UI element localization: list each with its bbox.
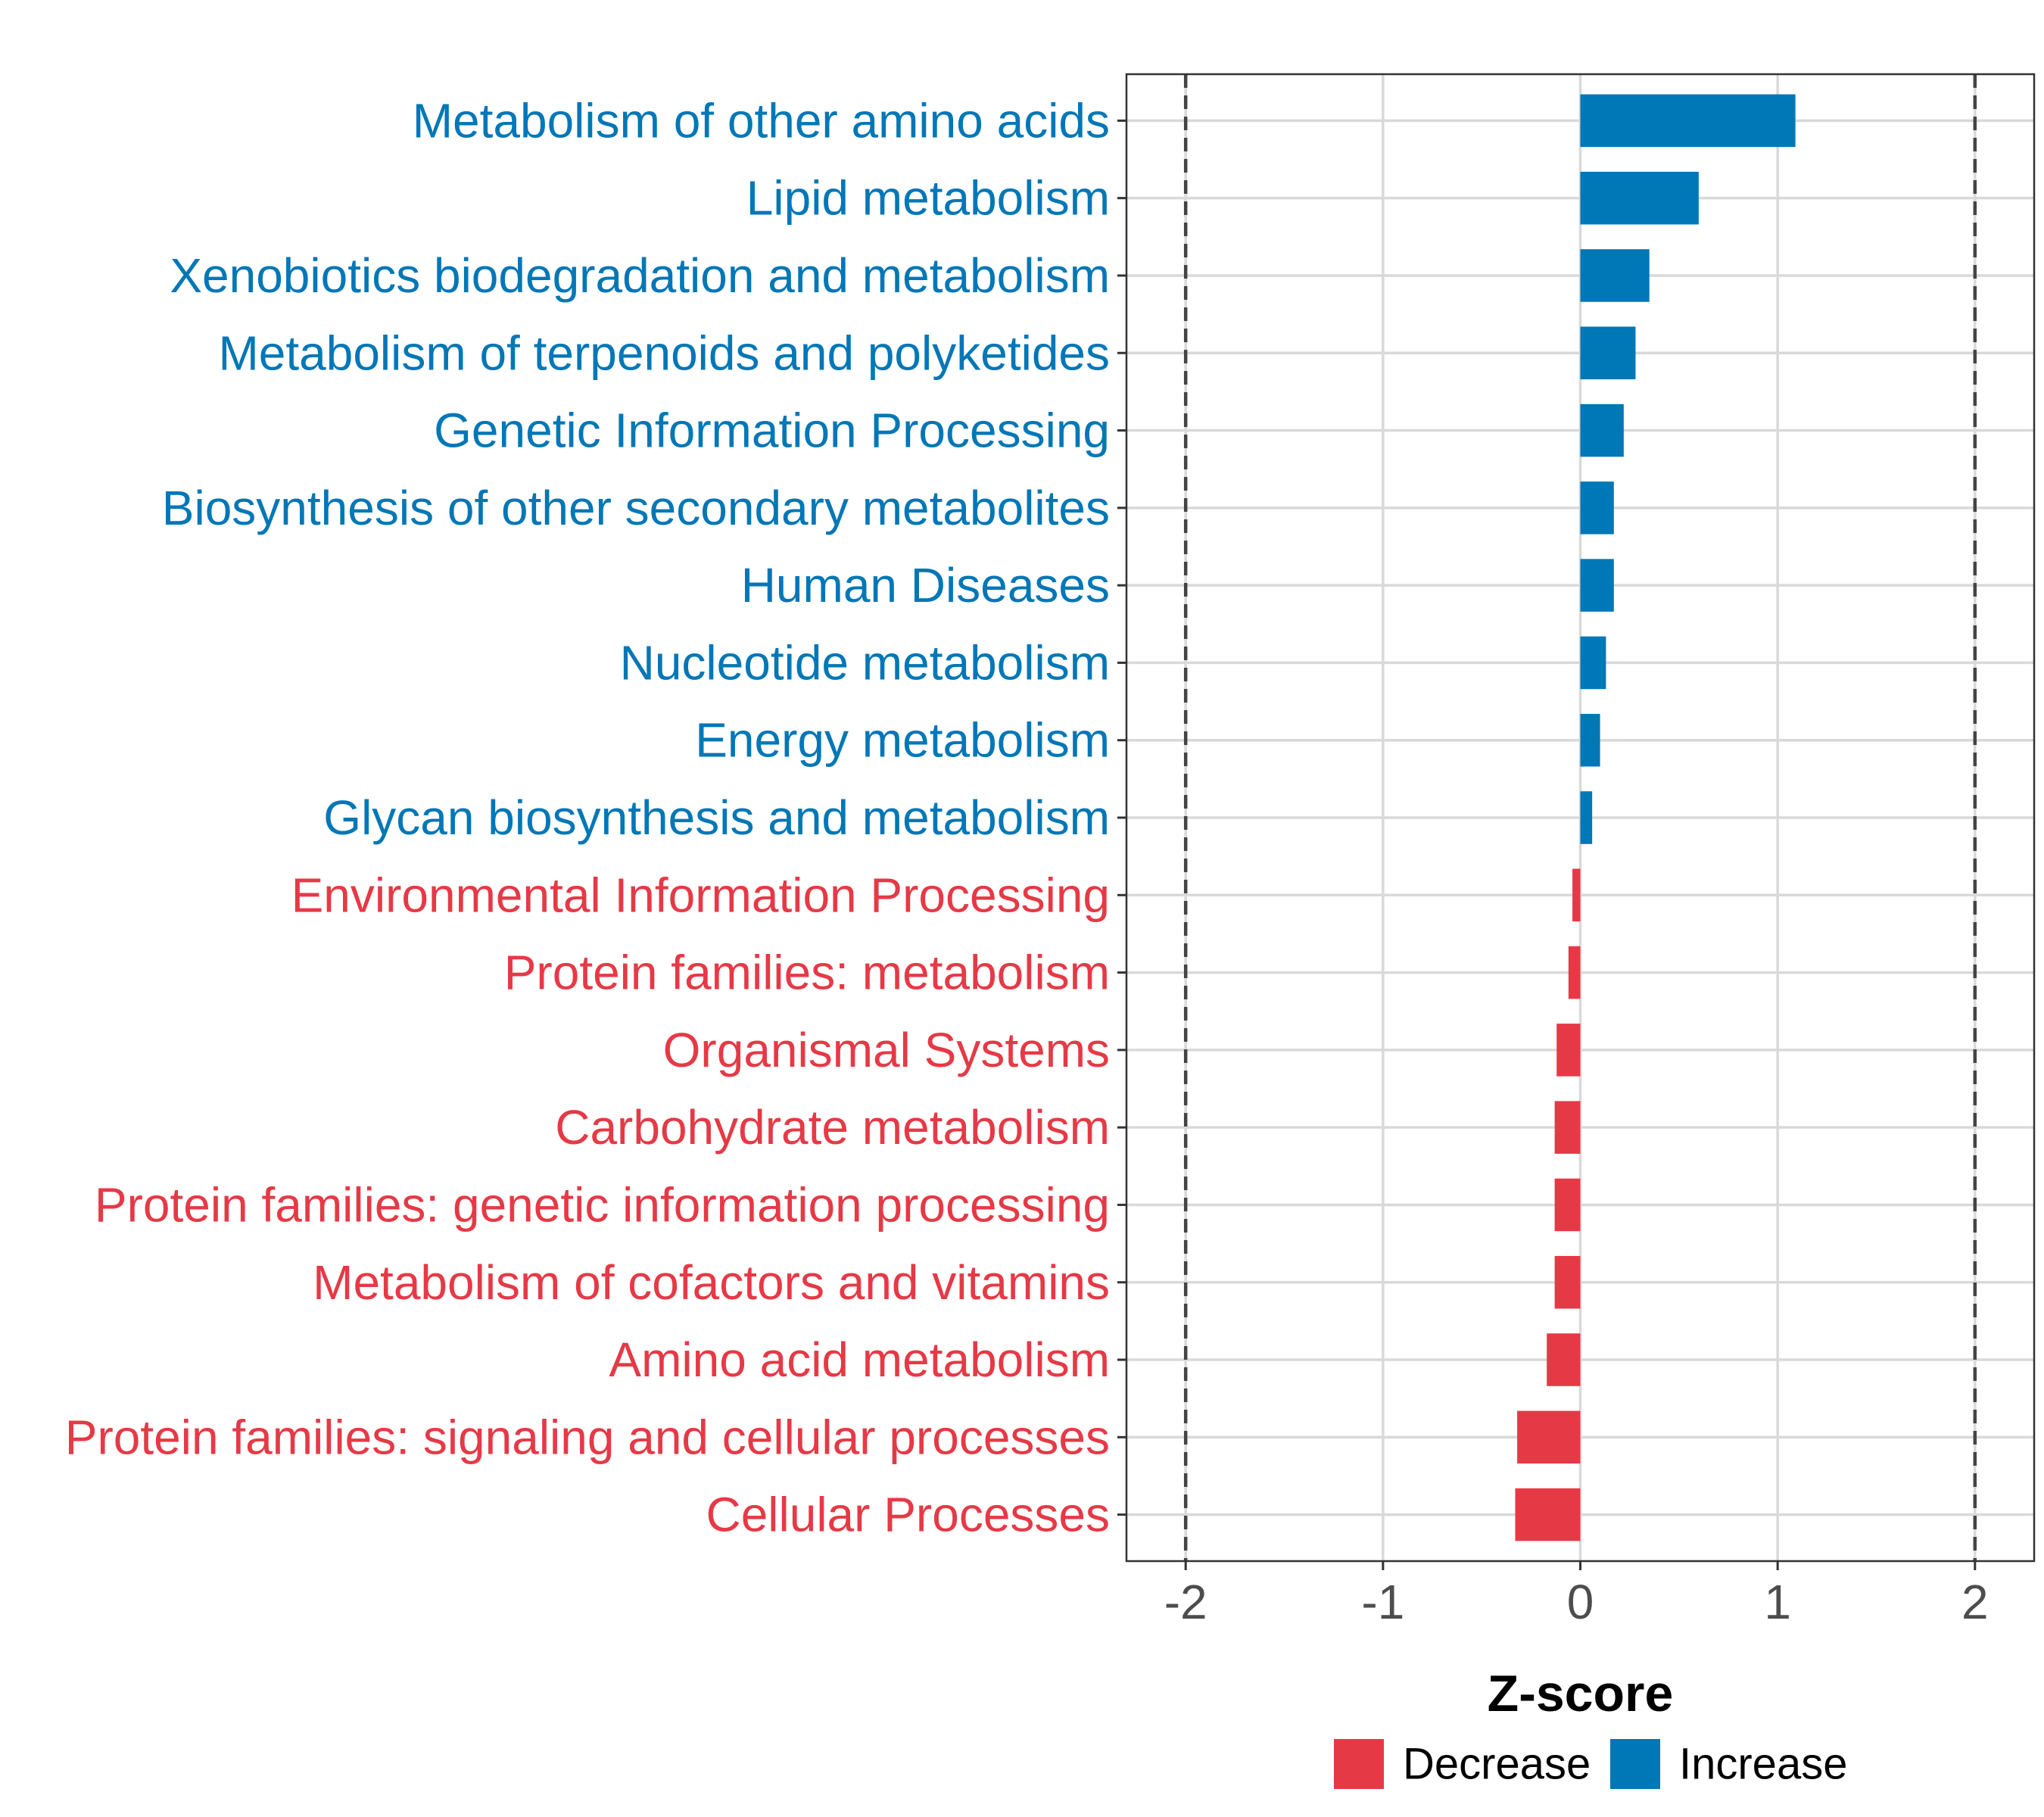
- x-axis-tick-labels: -2 -1 0 1 2: [1164, 1575, 1989, 1629]
- bar-decrease: [1554, 1178, 1581, 1232]
- bar-increase: [1580, 171, 1699, 225]
- category-label: Metabolism of cofactors and vitamins: [313, 1255, 1110, 1310]
- category-label: Protein families: metabolism: [504, 946, 1110, 1000]
- bar-increase: [1580, 791, 1593, 844]
- legend-swatch: [1334, 1739, 1384, 1789]
- legend-item-decrease: Decrease: [1334, 1739, 1591, 1789]
- bar-increase: [1580, 559, 1614, 612]
- x-axis-title: Z-score: [1488, 1665, 1674, 1722]
- bar-increase: [1580, 636, 1606, 690]
- category-label: Carbohydrate metabolism: [555, 1100, 1110, 1155]
- category-label: Biosynthesis of other secondary metaboli…: [162, 481, 1110, 535]
- x-tick-label: 0: [1567, 1575, 1594, 1629]
- bar-increase: [1580, 713, 1600, 767]
- x-tick-label: -2: [1164, 1575, 1207, 1629]
- category-label: Environmental Information Processing: [291, 868, 1110, 922]
- category-label: Protein families: genetic information pr…: [95, 1177, 1110, 1232]
- x-axis-ticks: [1184, 1561, 1977, 1570]
- category-label: Organismal Systems: [663, 1023, 1110, 1077]
- bar-decrease: [1554, 1101, 1581, 1154]
- legend: Decrease Increase: [1334, 1739, 1847, 1789]
- legend-swatch: [1610, 1739, 1660, 1789]
- category-label: Glycan biosynthesis and metabolism: [323, 790, 1110, 845]
- category-label: Protein families: signaling and cellular…: [65, 1410, 1110, 1464]
- legend-label: Decrease: [1403, 1740, 1591, 1789]
- category-label: Human Diseases: [741, 558, 1110, 612]
- legend-item-increase: Increase: [1610, 1739, 1847, 1789]
- y-axis-ticks: [1117, 119, 1126, 1516]
- bar-decrease: [1554, 1255, 1581, 1309]
- bar-increase: [1580, 94, 1796, 148]
- category-label: Amino acid metabolism: [609, 1332, 1110, 1387]
- bar-decrease: [1515, 1488, 1581, 1541]
- category-label: Energy metabolism: [695, 713, 1110, 768]
- bar-increase: [1580, 482, 1614, 535]
- bar-increase: [1580, 404, 1624, 457]
- bar-decrease: [1547, 1333, 1581, 1386]
- bar-decrease: [1572, 868, 1581, 922]
- legend-label: Increase: [1679, 1740, 1847, 1789]
- bar-increase: [1580, 249, 1650, 302]
- bar-increase: [1580, 326, 1636, 380]
- x-tick-label: -1: [1361, 1575, 1404, 1629]
- reference-lines: [1183, 74, 1977, 1561]
- bar-decrease: [1568, 946, 1581, 999]
- x-tick-label: 2: [1961, 1575, 1989, 1629]
- category-label: Nucleotide metabolism: [620, 635, 1110, 690]
- category-label: Lipid metabolism: [746, 171, 1110, 226]
- x-tick-label: 1: [1764, 1575, 1791, 1629]
- bars: [1515, 94, 1796, 1541]
- category-label: Genetic Information Processing: [434, 404, 1110, 458]
- bar-decrease: [1517, 1410, 1581, 1464]
- category-label: Xenobiotics biodegradation and metabolis…: [170, 248, 1110, 303]
- category-label: Metabolism of other amino acids: [413, 93, 1110, 148]
- y-axis-labels: Metabolism of other amino acids Lipid met…: [65, 93, 1110, 1541]
- category-label: Cellular Processes: [706, 1488, 1110, 1542]
- category-label: Metabolism of terpenoids and polyketides: [218, 326, 1110, 380]
- bar-decrease: [1556, 1024, 1581, 1077]
